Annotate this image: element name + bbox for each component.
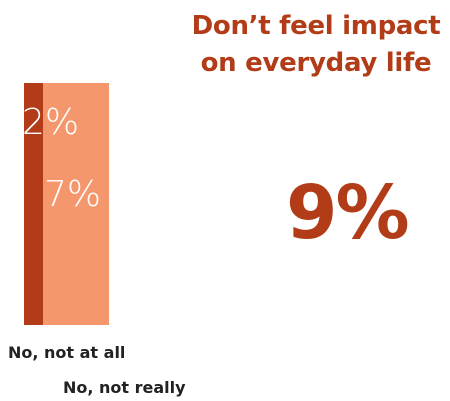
category-label-not-at-all: No, not at all <box>8 343 126 362</box>
value-label-group: 2% 7% <box>22 102 101 215</box>
value-label-0: 2% <box>22 102 79 143</box>
bar-group <box>24 83 109 325</box>
chart-title: Don’t feel impact on everyday life <box>190 8 442 82</box>
bar-segment-0 <box>24 83 43 325</box>
value-label-1: 7% <box>44 174 101 215</box>
total-value: 9% <box>286 170 410 256</box>
chart-title-line-2: on everyday life <box>200 48 432 78</box>
bar-segment-1 <box>43 83 109 325</box>
category-label-not-really: No, not really <box>63 378 186 397</box>
chart-title-line-1: Don’t feel impact <box>191 11 441 41</box>
